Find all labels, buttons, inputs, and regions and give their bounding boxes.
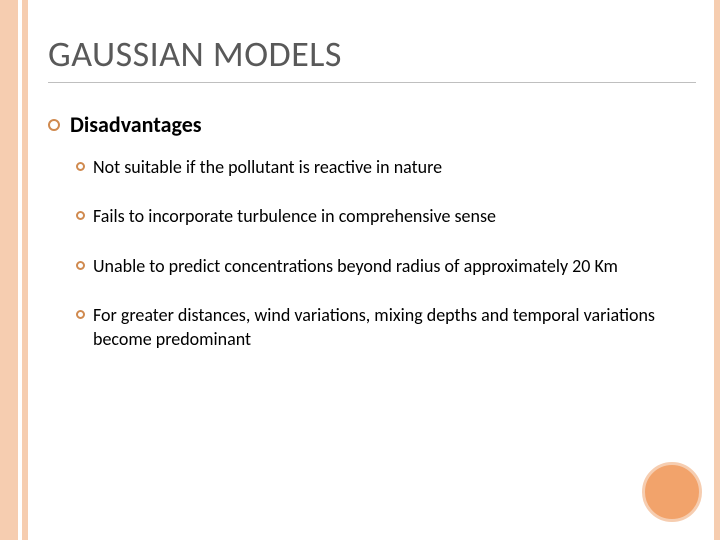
slide-content: GAUSSIAN MODELS Disadvantages Not suitab… — [48, 32, 696, 377]
list-item: Fails to incorporate turbulence in compr… — [76, 205, 696, 228]
list-item: Unable to predict concentrations beyond … — [76, 255, 696, 278]
border-left-outer — [0, 0, 18, 540]
bullet-ring-icon — [76, 162, 85, 171]
bullet-ring-icon — [48, 119, 60, 131]
decorative-circle — [642, 462, 702, 522]
list-item: Not suitable if the pollutant is reactiv… — [76, 156, 696, 179]
list-item: For greater distances, wind variations, … — [76, 304, 696, 351]
list-item-text: Unable to predict concentrations beyond … — [93, 255, 618, 278]
list-item-text: For greater distances, wind variations, … — [93, 304, 696, 351]
border-left-inner — [22, 0, 28, 540]
bullet-ring-icon — [76, 211, 85, 220]
subhead-row: Disadvantages — [48, 111, 696, 138]
subhead-text: Disadvantages — [70, 111, 202, 138]
border-right — [714, 0, 720, 540]
list-item-text: Not suitable if the pollutant is reactiv… — [93, 156, 442, 179]
list-item-text: Fails to incorporate turbulence in compr… — [93, 205, 496, 228]
bullet-ring-icon — [76, 310, 85, 319]
slide-title: GAUSSIAN MODELS — [48, 32, 696, 83]
bullet-ring-icon — [76, 261, 85, 270]
